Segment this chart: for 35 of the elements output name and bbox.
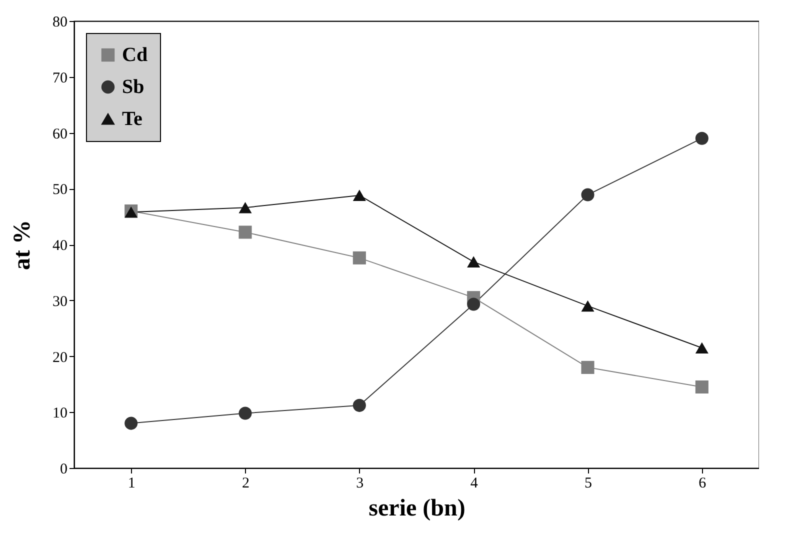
y-tick-label: 40 <box>52 238 68 254</box>
x-tick-label: 3 <box>356 476 364 492</box>
x-axis-title: serie (bn) <box>368 496 466 522</box>
x-tick-label: 6 <box>698 476 707 492</box>
point <box>238 226 252 239</box>
legend-label: Te <box>122 108 143 130</box>
x-tick-label: 2 <box>242 476 250 492</box>
x-tick-label: 5 <box>584 476 592 492</box>
point <box>581 360 594 374</box>
legend-label: Cd <box>122 44 148 66</box>
point <box>352 398 366 412</box>
y-tick-label: 0 <box>60 462 68 478</box>
point <box>238 406 252 420</box>
point <box>352 190 366 201</box>
legend-label: Sb <box>122 76 144 98</box>
x-tick-label: 4 <box>470 476 478 492</box>
point <box>467 298 480 311</box>
point <box>124 416 138 430</box>
y-tick-label: 30 <box>52 294 68 310</box>
point <box>581 188 594 202</box>
point <box>695 342 708 354</box>
point <box>581 300 594 312</box>
point <box>238 202 252 214</box>
point <box>695 380 708 394</box>
x-tick-label: 1 <box>128 476 136 492</box>
y-tick-label: 20 <box>52 350 68 366</box>
y-tick-label: 80 <box>52 14 68 30</box>
y-axis-title: at % <box>10 220 36 270</box>
y-tick-label: 60 <box>52 126 68 142</box>
point <box>352 251 366 264</box>
y-tick-label: 10 <box>52 406 68 422</box>
y-tick-label: 50 <box>52 182 68 198</box>
point <box>467 256 480 268</box>
point <box>695 132 708 145</box>
y-tick-label: 70 <box>52 70 68 86</box>
